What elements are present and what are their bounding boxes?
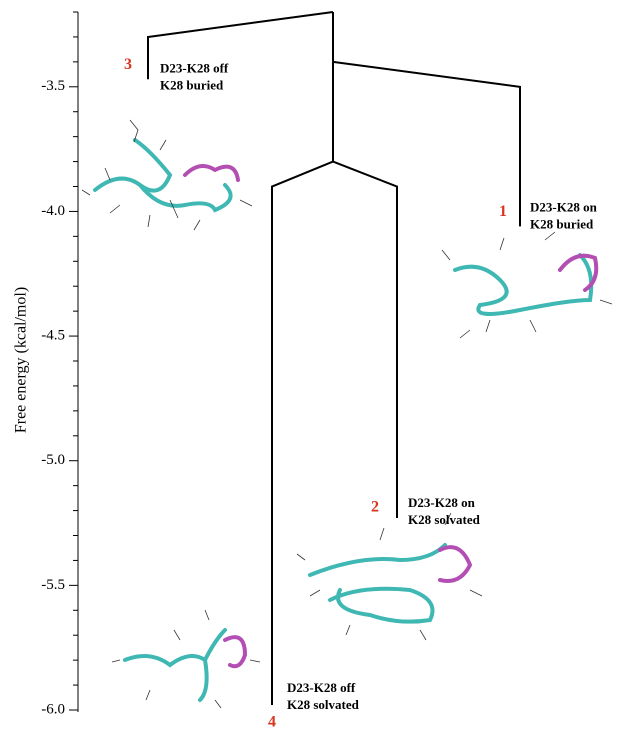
tree-branch [332, 60, 521, 227]
protein-structure [111, 609, 261, 709]
minimum-label: D23-K28 off [287, 680, 356, 695]
protein-structure [296, 512, 483, 641]
y-tick-label: -3.5 [41, 78, 65, 94]
protein-structure [81, 119, 253, 231]
minimum-id: 3 [124, 56, 132, 73]
tree-branch [147, 11, 334, 80]
minimum-label: K28 solvated [287, 697, 360, 712]
y-tick-label: -4.5 [41, 328, 65, 344]
y-axis-label: Free energy (kcal/mol) [13, 287, 30, 433]
y-tick-label: -6.0 [41, 701, 65, 717]
minimum-label: D23-K28 on [530, 199, 598, 214]
tree-branch [332, 160, 398, 519]
minimum-label: K28 buried [160, 77, 224, 92]
minimum-label: D23-K28 off [160, 60, 229, 75]
minimum-label: D23-K28 on [408, 495, 476, 510]
tree-branch [271, 160, 334, 706]
minimum-label: K28 buried [530, 216, 594, 231]
y-tick-label: -5.5 [41, 577, 65, 593]
y-tick-label: -5.0 [41, 452, 65, 468]
minimum-label: K28 solvated [408, 512, 481, 527]
protein-structure [441, 231, 613, 339]
y-tick-label: -4.0 [41, 203, 65, 219]
minimum-id: 2 [371, 499, 379, 516]
minimum-id: 4 [268, 714, 276, 731]
minimum-id: 1 [499, 203, 507, 220]
